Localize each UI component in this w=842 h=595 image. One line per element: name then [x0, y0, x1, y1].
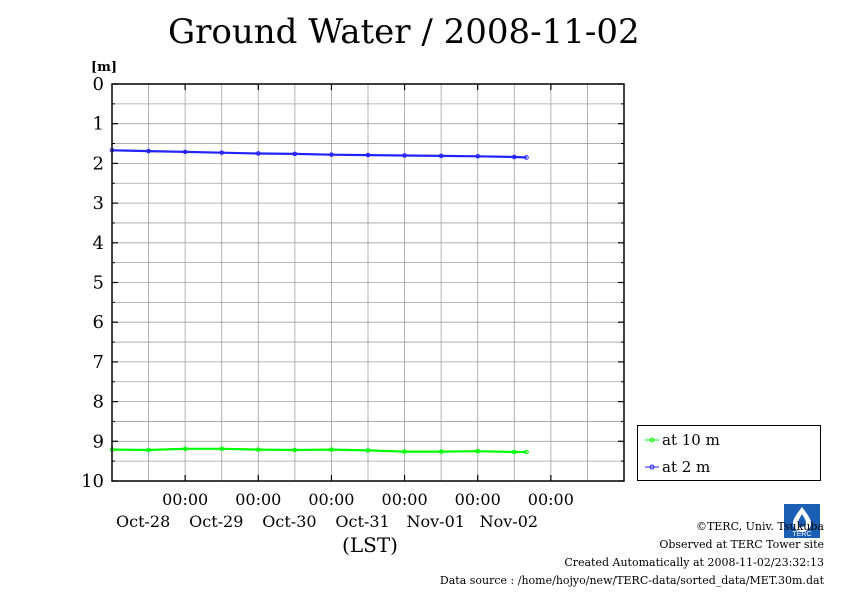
y-tick-label: 1 [93, 114, 104, 135]
y-tick-label: 0 [93, 74, 104, 95]
x-tick-date: Oct-30 [262, 512, 316, 531]
data-point-0 [475, 448, 481, 454]
logo-text: TERC [792, 531, 811, 538]
data-point-0 [292, 447, 298, 453]
data-point-1 [146, 148, 151, 154]
data-point-1 [511, 154, 517, 160]
data-point-0 [329, 447, 334, 452]
legend-label-10m: at 10 m [662, 431, 720, 449]
legend-label-2m: at 2 m [662, 458, 711, 476]
data-point-1 [402, 153, 407, 158]
axis-labels: 0 1 2 3 4 5 6 7 8 9 10 00:00 Oct-28 00:00 Oct-29 00:00 O… [81, 60, 574, 557]
series-layer [109, 147, 529, 455]
data-point-0 [146, 447, 151, 453]
legend-swatch-2m [645, 464, 659, 470]
data-point-1 [182, 149, 188, 155]
data-point-0 [438, 449, 444, 454]
credit-created: Created Automatically at 2008-11-02/23:3… [564, 556, 824, 569]
y-tick-label: 10 [81, 471, 104, 492]
terc-logo: TERC [784, 504, 820, 538]
data-point-1 [365, 152, 371, 158]
credit-source: Data source : /home/hojyo/new/TERC-data/… [439, 574, 824, 587]
axis-ticks [112, 83, 624, 482]
x-tick-time: 00:00 [382, 490, 428, 509]
data-point-0 [511, 449, 517, 455]
data-point-1 [438, 153, 444, 159]
data-point-1 [255, 151, 261, 156]
x-tick-date: Nov-01 [406, 512, 464, 531]
data-point-1 [219, 150, 225, 155]
y-tick-label: 4 [93, 233, 104, 254]
data-point-0 [402, 449, 407, 454]
data-point-0 [219, 446, 225, 452]
x-tick-time: 00:00 [455, 490, 501, 509]
legend-item-2m: at 2 m [644, 457, 710, 477]
grid [111, 83, 625, 482]
x-tick-date: Nov-02 [480, 512, 538, 531]
data-point-0 [365, 448, 371, 453]
y-tick-label: 8 [93, 392, 104, 413]
data-point-0 [524, 449, 529, 455]
chart-title: Ground Water / 2008-11-02 [168, 12, 640, 52]
y-tick-label: 2 [93, 153, 104, 174]
data-point-1 [475, 153, 481, 159]
y-tick-label: 9 [93, 431, 104, 452]
y-tick-label: 6 [93, 312, 104, 333]
legend-swatch-10m [645, 437, 659, 443]
y-axis-label: [m] [91, 60, 117, 75]
data-point-0 [255, 447, 261, 452]
data-point-1 [329, 152, 334, 157]
x-tick-date: Oct-28 [116, 512, 170, 531]
credit-copyright: ©TERC, Univ. Tsukuba [695, 520, 824, 533]
data-point-1 [292, 151, 298, 157]
x-axis-label: (LST) [342, 533, 398, 557]
y-tick-label: 5 [93, 273, 104, 294]
series-line-1 [111, 149, 527, 159]
x-tick-time: 00:00 [162, 490, 208, 509]
credit-observed: Observed at TERC Tower site [659, 538, 824, 551]
x-tick-date: Oct-31 [335, 512, 389, 531]
x-tick-time: 00:00 [308, 490, 354, 509]
legend: at 10 m at 2 m [637, 425, 821, 481]
x-tick-time: 00:00 [235, 490, 281, 509]
series-line-0 [111, 447, 527, 454]
legend-item-10m: at 10 m [644, 430, 720, 450]
y-tick-label: 3 [93, 193, 104, 214]
data-point-1 [524, 155, 529, 160]
y-tick-label: 7 [93, 352, 104, 373]
data-point-0 [182, 446, 188, 452]
x-tick-time: 00:00 [528, 490, 574, 509]
x-tick-date: Oct-29 [189, 512, 243, 531]
